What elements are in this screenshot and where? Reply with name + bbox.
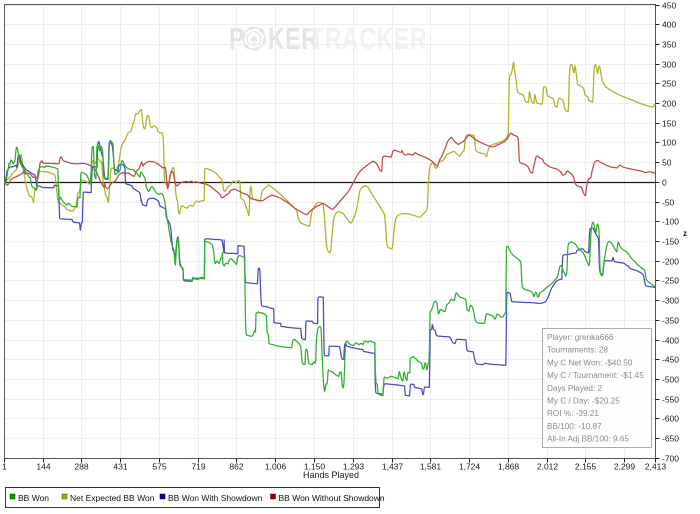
svg-text:1,581: 1,581: [420, 462, 442, 472]
svg-text:288: 288: [74, 462, 88, 472]
svg-text:Days Played: 2: Days Played: 2: [547, 384, 603, 393]
svg-text:-500: -500: [662, 375, 679, 385]
svg-text:-350: -350: [662, 316, 679, 326]
svg-text:1,006: 1,006: [265, 462, 287, 472]
svg-text:Hands Played: Hands Played: [303, 470, 359, 480]
svg-text:-600: -600: [662, 414, 679, 424]
svg-text:350: 350: [662, 40, 676, 50]
svg-text:1: 1: [2, 462, 7, 472]
svg-text:50: 50: [662, 158, 672, 168]
svg-text:2,413: 2,413: [645, 462, 667, 472]
svg-text:-550: -550: [662, 395, 679, 405]
svg-text:300: 300: [662, 60, 676, 70]
svg-text:-300: -300: [662, 296, 679, 306]
svg-text:-400: -400: [662, 336, 679, 346]
svg-text:-150: -150: [662, 237, 679, 247]
svg-text:2,012: 2,012: [537, 462, 559, 472]
svg-text:z: z: [683, 229, 687, 238]
svg-text:450: 450: [662, 1, 676, 11]
svg-text:BB Won With Showdown: BB Won With Showdown: [168, 493, 263, 503]
svg-text:My C Net Won: -$40.50: My C Net Won: -$40.50: [547, 358, 633, 367]
svg-text:719: 719: [191, 462, 205, 472]
svg-text:250: 250: [662, 79, 676, 89]
svg-text:BB Won Without Showdown: BB Won Without Showdown: [279, 493, 385, 503]
svg-text:862: 862: [229, 462, 243, 472]
svg-text:♠: ♠: [250, 31, 258, 47]
svg-text:-650: -650: [662, 434, 679, 444]
svg-text:-200: -200: [662, 257, 679, 267]
svg-text:150: 150: [662, 119, 676, 129]
svg-text:KER: KER: [268, 21, 319, 56]
svg-text:ROI %: -39.21: ROI %: -39.21: [547, 409, 599, 418]
svg-text:575: 575: [152, 462, 166, 472]
svg-text:100: 100: [662, 138, 676, 148]
svg-text:1,437: 1,437: [382, 462, 404, 472]
svg-text:2,155: 2,155: [575, 462, 597, 472]
svg-text:Net Expected BB Won: Net Expected BB Won: [70, 493, 155, 503]
svg-text:-250: -250: [662, 276, 679, 286]
svg-text:144: 144: [36, 462, 50, 472]
svg-text:2,299: 2,299: [614, 462, 636, 472]
svg-text:1,293: 1,293: [343, 462, 365, 472]
svg-text:400: 400: [662, 20, 676, 30]
svg-text:200: 200: [662, 99, 676, 109]
svg-text:All-In Adj BB/100: 9.65: All-In Adj BB/100: 9.65: [547, 435, 629, 444]
svg-text:-100: -100: [662, 217, 679, 227]
svg-text:BB Won: BB Won: [18, 493, 49, 503]
svg-text:0: 0: [662, 178, 667, 188]
svg-text:431: 431: [113, 462, 127, 472]
svg-text:Tournaments: 28: Tournaments: 28: [547, 346, 608, 355]
svg-text:1,150: 1,150: [304, 462, 326, 472]
svg-text:My C / Tournament: -$1.45: My C / Tournament: -$1.45: [547, 371, 644, 380]
svg-text:BB/100: -10.87: BB/100: -10.87: [547, 422, 602, 431]
svg-text:Player: grenka666: Player: grenka666: [547, 333, 614, 342]
svg-text:TRACKER: TRACKER: [310, 21, 427, 56]
svg-text:-50: -50: [662, 198, 675, 208]
svg-text:-450: -450: [662, 355, 679, 365]
svg-text:My C / Day: -$20.25: My C / Day: -$20.25: [547, 397, 620, 406]
svg-text:1,868: 1,868: [498, 462, 520, 472]
svg-text:-700: -700: [662, 454, 679, 464]
svg-text:1,724: 1,724: [459, 462, 481, 472]
